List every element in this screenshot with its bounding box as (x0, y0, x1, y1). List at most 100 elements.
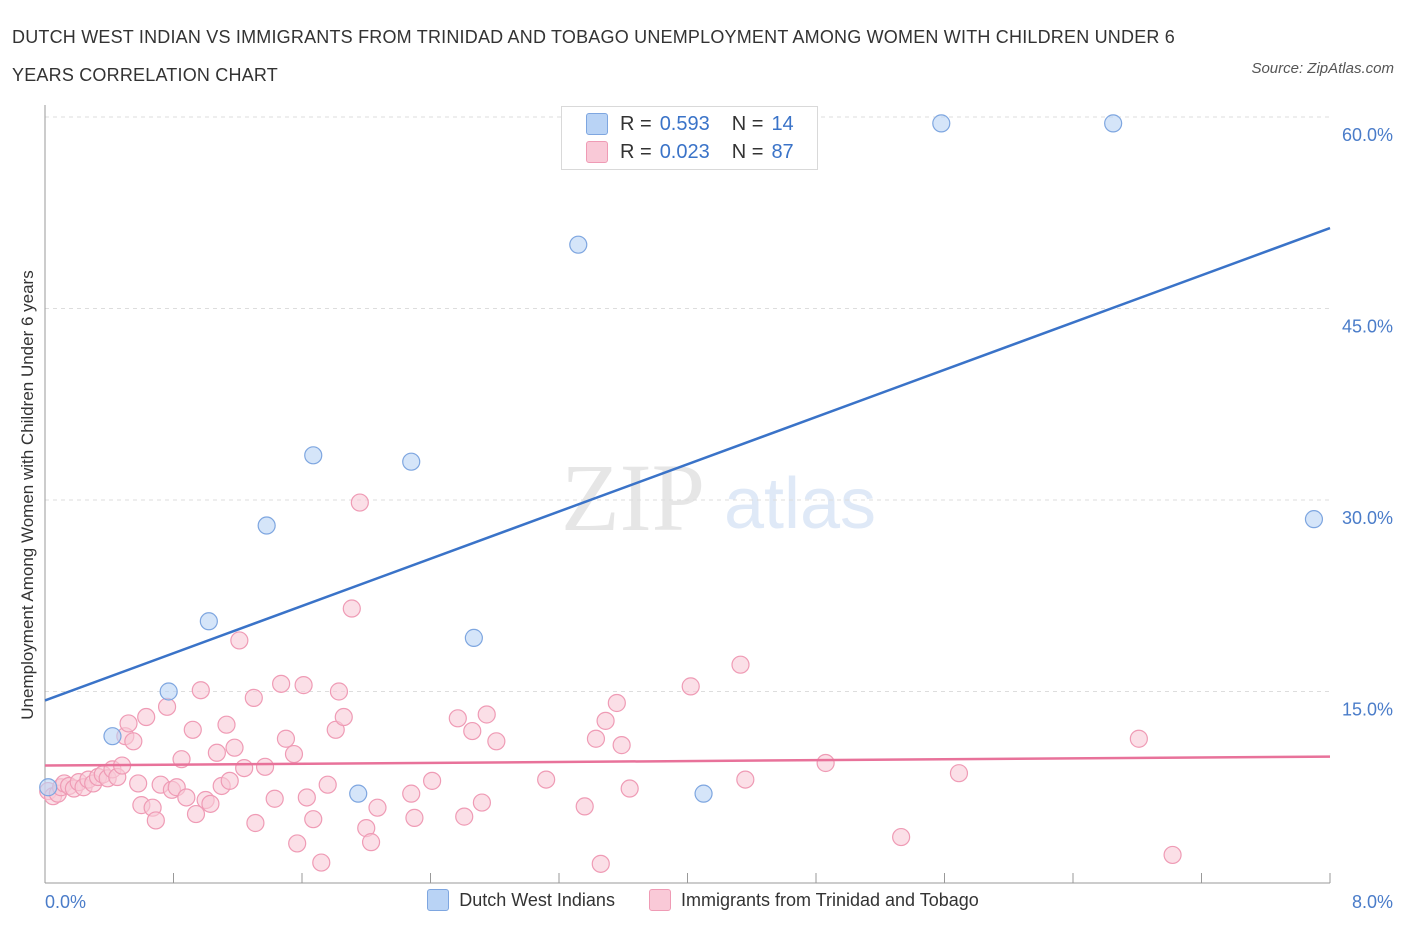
blue-swatch (586, 113, 608, 135)
dutch-west-indian-point (1104, 114, 1123, 133)
trinidad-tobago-point (244, 688, 263, 707)
trinidad-tobago-point (448, 709, 467, 728)
y-tick-label: 30.0% (1342, 508, 1393, 528)
trinidad-tobago-point (477, 705, 496, 724)
trinidad-tobago-point (255, 757, 275, 776)
trinidad-tobago-point (537, 770, 556, 789)
n-label: N = (731, 112, 764, 135)
legend-item-trinidad-tobago[interactable]: Immigrants from Trinidad and Tobago (648, 889, 979, 911)
dutch-west-indian-point (257, 516, 276, 535)
watermark-atlas: atlas (724, 464, 876, 544)
y-tick-label: 15.0% (1342, 700, 1393, 720)
trinidad-tobago-point (423, 771, 442, 790)
trinidad-tobago-point (463, 721, 482, 741)
y-tick-label: 60.0% (1342, 125, 1393, 145)
trinidad-tobago-point (191, 681, 210, 700)
trinidad-tobago-point (272, 674, 291, 693)
dutch-west-indian-point (932, 114, 951, 133)
n-label: N = (731, 140, 764, 163)
trinidad-tobago-point (225, 738, 244, 757)
trinidad-tobago-point (816, 753, 835, 773)
trinidad-tobago-point (329, 682, 349, 701)
trinidad-tobago-point (607, 693, 626, 713)
legend-label: Dutch West Indians (459, 889, 615, 910)
dutch-west-indian-point (402, 452, 421, 471)
trinidad-tobago-point (119, 714, 138, 733)
trinidad-tobago-point (318, 775, 337, 794)
pink-swatch (586, 141, 608, 163)
chart-title: DUTCH WEST INDIAN VS IMMIGRANTS FROM TRI… (12, 27, 1176, 85)
r-label: R = (620, 112, 652, 135)
trinidad-tobago-point (207, 743, 226, 762)
trinidad-tobago-point (736, 770, 755, 789)
r-label: R = (620, 140, 652, 163)
dutch-west-indian-point (349, 784, 368, 803)
trinidad-tobago-point (368, 798, 387, 817)
dutch-west-indian-point (569, 235, 588, 254)
trinidad-tobago-point (487, 732, 506, 751)
trinidad-tobago-point (472, 793, 491, 812)
trinidad-tobago-point (620, 779, 639, 798)
stats-row-trinidad: R = 0.023 N = 87 (586, 138, 794, 166)
x-tick-label: 0.0% (45, 892, 86, 912)
dutch-trend-line (44, 226, 1331, 702)
trinidad-tobago-point (892, 827, 911, 847)
trinidad-tobago-point (612, 736, 631, 755)
trinidad-tobago-point (1163, 845, 1182, 865)
trinidad-tobago-point (217, 715, 236, 734)
dutch-west-indian-point (39, 778, 58, 797)
dutch-west-indian-point (304, 446, 323, 465)
x-tick-label: 8.0% (1352, 892, 1393, 912)
n-value: 14 (771, 112, 794, 135)
trinidad-tobago-point (201, 794, 220, 813)
trinidad-tobago-point (312, 853, 331, 872)
r-value: 0.023 (659, 140, 710, 163)
trinidad-tobago-point (124, 732, 143, 751)
dutch-west-indian-point (103, 727, 122, 746)
trinidad-tobago-point (1129, 729, 1148, 748)
chart-legend: Dutch West Indians Immigrants from Trini… (0, 889, 1406, 911)
trinidad-tobago-point (146, 811, 165, 830)
trinidad-tobago-point (129, 774, 148, 793)
trinidad-tobago-point (304, 810, 323, 829)
trinidad-tobago-point (334, 707, 353, 727)
trinidad-tobago-point (949, 764, 969, 783)
trinidad-tobago-point (183, 720, 202, 739)
trinidad-tobago-point (361, 833, 381, 852)
dutch-west-indian-point (199, 612, 218, 631)
source-label: Source: ZipAtlas.com (1251, 60, 1394, 77)
dutch-west-indian-point (1304, 510, 1324, 529)
y-tick-label: 45.0% (1342, 317, 1393, 337)
trinidad-tobago-point (246, 813, 265, 833)
trinidad-tobago-point (350, 493, 369, 512)
trinidad-tobago-point (575, 797, 594, 816)
r-value: 0.593 (659, 112, 710, 135)
trinidad-tobago-point (731, 655, 750, 674)
trinidad-tobago-point (220, 771, 239, 790)
trinidad-trend-line (44, 755, 1331, 767)
trinidad-tobago-point (681, 677, 700, 696)
legend-item-dutch-west-indians[interactable]: Dutch West Indians (427, 889, 615, 911)
dutch-west-indian-point (464, 628, 483, 647)
n-value: 87 (771, 140, 794, 163)
trinidad-tobago-point (342, 599, 361, 618)
trinidad-tobago-point (586, 729, 606, 748)
trinidad-tobago-point (186, 804, 206, 824)
trinidad-tobago-point (591, 854, 610, 873)
trinidad-tobago-point (288, 834, 307, 853)
legend-swatch-blue (427, 889, 450, 911)
trinidad-tobago-point (455, 807, 474, 826)
trinidad-tobago-point (284, 744, 304, 764)
trinidad-tobago-point (402, 784, 421, 803)
dutch-west-indian-point (159, 682, 178, 701)
trinidad-tobago-point (230, 631, 249, 650)
trinidad-tobago-point (297, 788, 316, 807)
trinidad-tobago-point (294, 676, 313, 695)
stats-legend-box: R = 0.593 N = 14 R = 0.023 N = 87 (561, 106, 818, 170)
trinidad-tobago-point (157, 697, 177, 716)
dutch-west-indian-point (694, 784, 713, 803)
trinidad-tobago-point (177, 788, 196, 807)
trinidad-tobago-point (405, 808, 424, 827)
trinidad-tobago-point (276, 729, 296, 748)
